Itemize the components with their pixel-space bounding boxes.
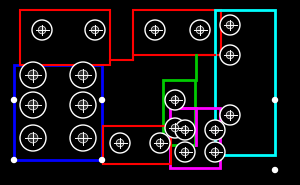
Circle shape xyxy=(91,26,99,34)
Circle shape xyxy=(20,62,46,88)
Circle shape xyxy=(78,70,88,80)
Circle shape xyxy=(151,26,159,34)
Bar xyxy=(170,108,220,168)
Circle shape xyxy=(211,148,219,156)
Circle shape xyxy=(20,92,46,118)
Circle shape xyxy=(78,100,88,110)
Circle shape xyxy=(272,97,278,102)
Bar xyxy=(133,10,221,55)
Circle shape xyxy=(220,45,240,65)
Circle shape xyxy=(11,157,16,162)
Circle shape xyxy=(226,21,234,29)
Bar xyxy=(20,10,110,65)
Circle shape xyxy=(78,133,88,143)
Circle shape xyxy=(110,133,130,153)
Circle shape xyxy=(226,51,234,59)
Circle shape xyxy=(70,92,96,118)
Bar xyxy=(215,10,275,155)
Circle shape xyxy=(32,20,52,40)
Circle shape xyxy=(150,133,170,153)
Circle shape xyxy=(165,118,185,138)
Circle shape xyxy=(196,26,204,34)
Circle shape xyxy=(28,70,38,80)
Circle shape xyxy=(220,105,240,125)
Circle shape xyxy=(38,26,46,34)
Circle shape xyxy=(205,142,225,162)
Circle shape xyxy=(171,124,179,132)
Circle shape xyxy=(181,126,189,134)
Circle shape xyxy=(226,111,234,119)
Circle shape xyxy=(175,142,195,162)
Circle shape xyxy=(70,62,96,88)
Circle shape xyxy=(145,20,165,40)
Circle shape xyxy=(28,133,38,143)
Circle shape xyxy=(211,126,219,134)
Bar xyxy=(163,80,195,145)
Circle shape xyxy=(100,97,104,102)
Bar xyxy=(103,126,171,164)
Circle shape xyxy=(70,125,96,151)
Circle shape xyxy=(85,20,105,40)
Circle shape xyxy=(100,157,104,162)
Circle shape xyxy=(272,167,278,172)
Circle shape xyxy=(116,139,124,147)
Circle shape xyxy=(190,20,210,40)
Circle shape xyxy=(205,120,225,140)
Circle shape xyxy=(175,120,195,140)
Circle shape xyxy=(20,125,46,151)
Bar xyxy=(14,65,102,160)
Circle shape xyxy=(181,148,189,156)
Circle shape xyxy=(156,139,164,147)
Circle shape xyxy=(28,100,38,110)
Circle shape xyxy=(165,90,185,110)
Circle shape xyxy=(11,97,16,102)
Circle shape xyxy=(220,15,240,35)
Circle shape xyxy=(171,96,179,104)
